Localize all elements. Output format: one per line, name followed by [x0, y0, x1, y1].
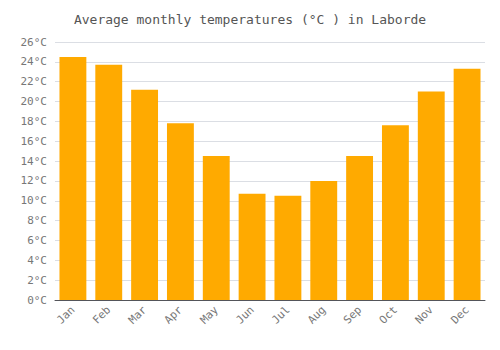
svg-text:May: May — [198, 303, 221, 326]
svg-text:4°C: 4°C — [27, 254, 47, 267]
svg-text:2°C: 2°C — [27, 274, 47, 287]
svg-text:8°C: 8°C — [27, 214, 47, 227]
svg-text:12°C: 12°C — [21, 174, 48, 187]
svg-text:Nov: Nov — [413, 303, 436, 326]
svg-text:Oct: Oct — [377, 303, 400, 326]
svg-text:Jun: Jun — [233, 303, 256, 326]
svg-text:18°C: 18°C — [21, 115, 48, 128]
svg-text:0°C: 0°C — [27, 294, 47, 307]
svg-text:Aug: Aug — [305, 303, 328, 326]
svg-text:20°C: 20°C — [21, 95, 48, 108]
svg-text:Apr: Apr — [162, 303, 185, 326]
svg-text:26°C: 26°C — [21, 36, 48, 49]
svg-text:16°C: 16°C — [21, 135, 48, 148]
svg-text:Jul: Jul — [269, 303, 292, 326]
svg-text:Sep: Sep — [341, 303, 364, 326]
svg-text:10°C: 10°C — [21, 194, 48, 207]
svg-text:24°C: 24°C — [21, 55, 48, 68]
svg-text:6°C: 6°C — [27, 234, 47, 247]
svg-text:Dec: Dec — [448, 303, 471, 326]
svg-text:14°C: 14°C — [21, 155, 48, 168]
svg-text:Mar: Mar — [126, 303, 149, 326]
svg-text:Feb: Feb — [90, 303, 113, 326]
svg-text:Average monthly temperatures (: Average monthly temperatures (°C ) in La… — [74, 12, 426, 27]
svg-text:22°C: 22°C — [21, 75, 48, 88]
svg-text:Jan: Jan — [54, 303, 77, 326]
